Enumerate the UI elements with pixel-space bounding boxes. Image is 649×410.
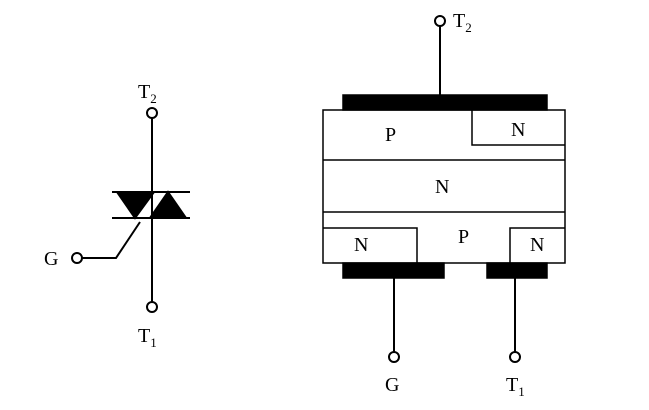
triac-symbol (71, 107, 190, 313)
structure-t1-terminal (509, 351, 521, 363)
symbol-gate-label: G (44, 248, 58, 270)
structure-bottom-n-right-region (509, 227, 565, 263)
symbol-t2-label: T2 (138, 81, 157, 106)
region-top-p-label: P (385, 124, 396, 146)
region-bottom-n-right-label: N (530, 234, 544, 256)
structure-t2-terminal (434, 15, 446, 27)
symbol-diode-down (115, 191, 156, 220)
structure-t2-label: T2 (453, 10, 472, 35)
structure-gate-electrode (342, 262, 445, 279)
symbol-t1-label: T1 (138, 325, 157, 350)
region-bottom-p-label: P (458, 226, 469, 248)
triac-structure (322, 15, 566, 363)
region-top-n-label: N (511, 119, 525, 141)
symbol-diode-up (148, 190, 188, 219)
structure-t1-label: T1 (506, 374, 525, 399)
region-mid-n-label: N (435, 176, 449, 198)
structure-gate-terminal (388, 351, 400, 363)
structure-top-electrode (342, 94, 548, 111)
structure-top-n-region (471, 110, 565, 146)
symbol-t1-terminal (146, 301, 158, 313)
symbol-t2-terminal (146, 107, 158, 119)
symbol-gate-terminal (71, 252, 83, 264)
structure-t1-electrode (486, 262, 548, 279)
structure-bottom-n-left-region (323, 227, 418, 263)
structure-gate-label: G (385, 374, 399, 396)
region-bottom-n-left-label: N (354, 234, 368, 256)
symbol-gate-lead (82, 221, 141, 259)
